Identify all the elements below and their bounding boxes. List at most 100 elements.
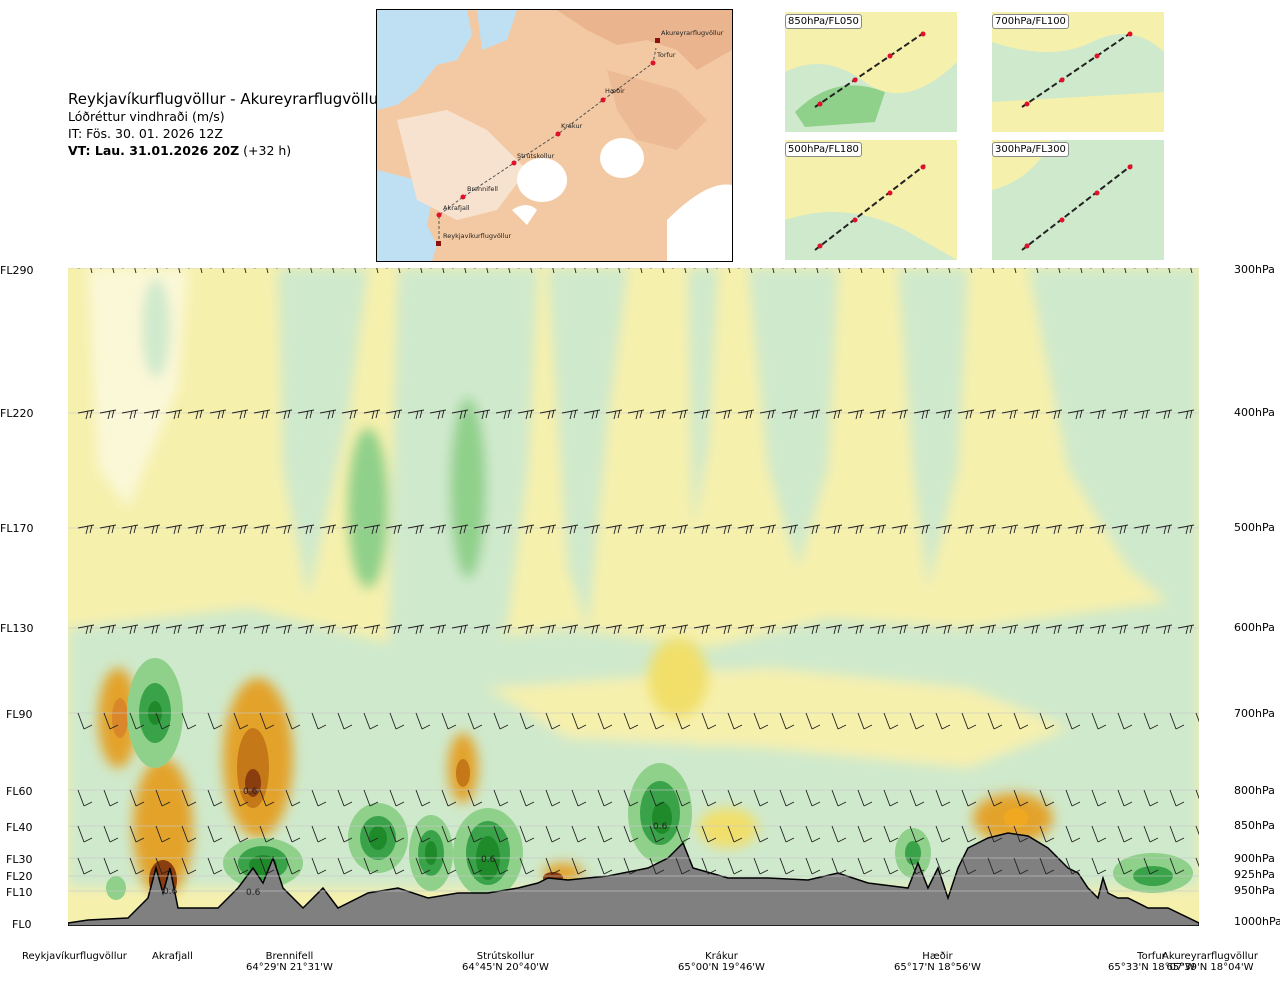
wind-barb [1039,857,1055,875]
valid-time-offset: (+32 h) [243,143,292,158]
wind-barb [623,789,639,807]
wind-barb [957,624,975,635]
wind-barb [913,524,931,535]
wind-barb [1169,825,1185,843]
wind-barb [181,857,197,875]
wind-barb [143,624,161,635]
wind-barb [429,624,447,635]
wind-barb [233,825,249,843]
wind-barb [825,624,843,635]
wind-barb [77,409,95,420]
wind-barb [675,712,691,730]
wind-barb [909,825,925,843]
fl-label-60: FL60 [6,785,33,798]
hpa-label-950: 950hPa [1234,884,1275,897]
wind-barb [583,624,601,635]
wind-barb [121,524,139,535]
thumbnail-850hpa-label: 850hPa/FL050 [785,14,862,29]
wind-barb [451,524,469,535]
location-name: Strútskollur [476,951,535,962]
wind-barb [407,524,425,535]
hpa-label-1000: 1000hPa [1234,915,1280,928]
wind-barb [363,789,379,807]
wind-barb [1089,624,1107,635]
wind-barb [103,712,119,730]
wind-barb [781,624,799,635]
route-map: Akureyrarflugvöllur Torfur Hæðir Krákur … [376,9,733,262]
wind-barb [715,409,733,420]
wind-barb [909,857,925,875]
wind-barb [781,409,799,420]
wind-barb [337,712,353,730]
wind-barb [727,789,743,807]
map-label-akrafjall: Akrafjall [443,204,470,212]
location-name: Brennifell [265,951,314,962]
wind-barb [693,524,711,535]
wind-barb [909,712,925,730]
route-title: Reykjavíkurflugvöllur - Akureyrarflugvöl… [68,90,385,108]
wind-barb [441,712,457,730]
terrain-profile [67,832,1200,927]
wind-barb [671,524,689,535]
wind-barb [727,712,743,730]
wind-barb [231,409,249,420]
wind-barb [779,712,795,730]
wind-barb [825,409,843,420]
wind-barb [737,624,755,635]
wind-barb [231,524,249,535]
thumbnail-300hpa[interactable]: 300hPa/FL300 [992,140,1164,260]
wind-barb [341,524,359,535]
thumbnail-850hpa-chart [785,12,957,132]
wind-barb [597,789,613,807]
cross-section-canvas: 0.6 0.6 0.6 0.6 0.6 [67,264,1211,927]
wind-barb [539,624,557,635]
contour-label-5: 0.6 [246,888,261,898]
wind-barb [987,825,1003,843]
wind-barb [253,409,271,420]
wind-barb [1091,825,1107,843]
thumbnail-850hpa[interactable]: 850hPa/FL050 [785,12,957,132]
wind-barb [831,789,847,807]
wind-barb [233,789,249,807]
wind-barb [1143,857,1159,875]
wind-barb [319,624,337,635]
map-label-krakur: Krákur [561,122,583,130]
location-haedir: Hæðir 65°17'N 18°56'W [894,951,981,973]
wind-barb [121,624,139,635]
thumbnail-700hpa[interactable]: 700hPa/FL100 [992,12,1164,132]
wind-barb [129,712,145,730]
wind-barb [649,857,665,875]
location-torfur: Torfur 65°33'N 18°07'W [1108,951,1195,973]
wind-barb [605,409,623,420]
contour-label-4: 0.6 [163,887,178,897]
wind-barb [701,825,717,843]
thumbnail-500hpa[interactable]: 500hPa/FL180 [785,140,957,260]
hpa-label-850: 850hPa [1234,819,1275,832]
wind-barb [805,789,821,807]
wind-barb [77,712,93,730]
location-brennifell: Brennifell 64°29'N 21°31'W [246,951,333,973]
wind-barb [1023,524,1041,535]
wind-barb [231,624,249,635]
wind-barb [77,789,93,807]
wind-barb [649,524,667,535]
wind-barb [143,524,161,535]
wind-barb [495,409,513,420]
wind-barb [869,409,887,420]
wind-barb [979,409,997,420]
wind-barb [337,857,353,875]
wind-barb [909,789,925,807]
wind-barb [857,789,873,807]
wind-barb [1091,712,1107,730]
wind-barb [671,624,689,635]
wind-barb [623,857,639,875]
hpa-label-400: 400hPa [1234,406,1275,419]
wind-barb [1117,712,1133,730]
subtitle: Lóðréttur vindhraði (m/s) [68,109,225,124]
wind-barb [1039,825,1055,843]
wind-barb [473,524,491,535]
wind-barb [597,857,613,875]
fl-label-0: FL0 [12,918,32,931]
wind-barb [297,524,315,535]
wind-barb [285,789,301,807]
